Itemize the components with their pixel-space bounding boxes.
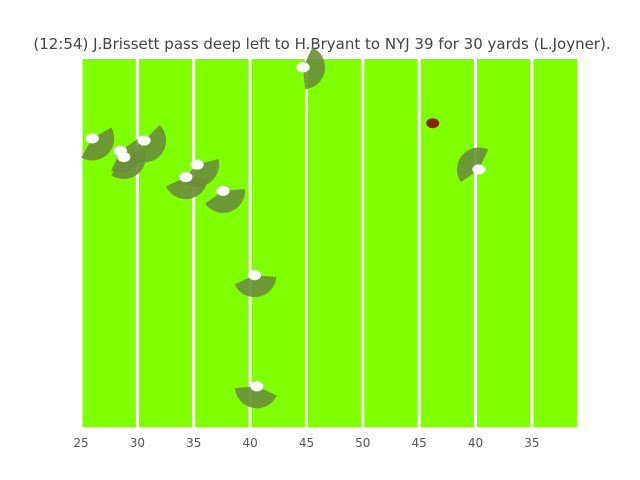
player-marker: [138, 135, 151, 145]
player-marker: [472, 164, 485, 174]
field-background: [81, 59, 577, 427]
player-marker: [297, 62, 310, 72]
player-marker: [86, 133, 99, 143]
player-marker: [191, 160, 204, 170]
x-tick-labels: 25 30 35 40 45 50 45 40 35: [73, 436, 539, 450]
player-marker: [250, 381, 263, 391]
x-tick-label: 40: [242, 436, 257, 450]
player-marker: [117, 152, 130, 162]
ball-layer: [426, 118, 439, 128]
player-marker: [248, 270, 261, 280]
chart-title: (12:54) J.Brissett pass deep left to H.B…: [33, 35, 610, 53]
x-tick-label: 25: [73, 436, 88, 450]
x-tick-label: 45: [299, 436, 314, 450]
x-tick-label: 50: [355, 436, 370, 450]
player-marker: [217, 186, 230, 196]
x-tick-label: 30: [130, 436, 145, 450]
x-tick-label: 35: [186, 436, 201, 450]
ball-marker: [426, 118, 439, 128]
x-tick-label: 40: [468, 436, 483, 450]
x-tick-label: 35: [524, 436, 539, 450]
x-tick-label: 45: [412, 436, 427, 450]
player-marker: [179, 172, 192, 182]
